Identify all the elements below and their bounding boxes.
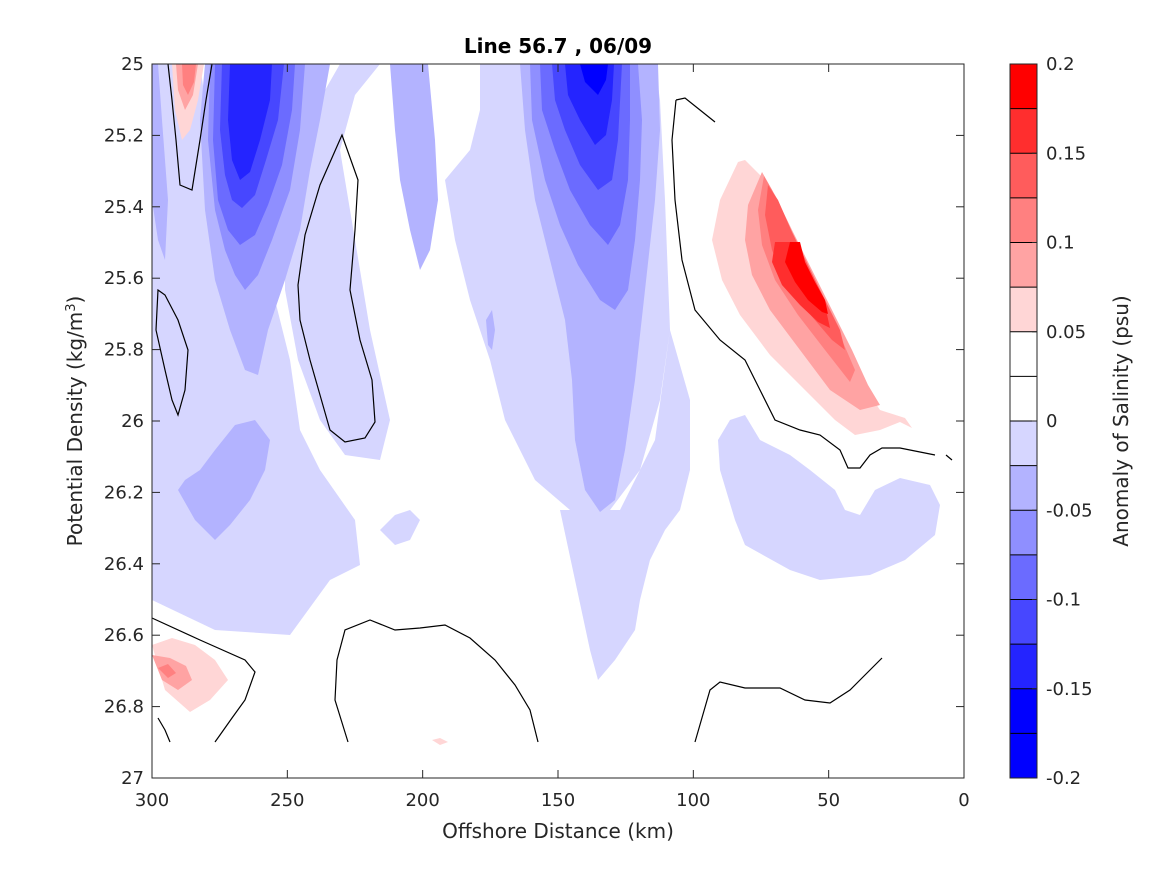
x-axis: 300 250 200 150 100 50 0 (135, 64, 970, 811)
y-axis-title-main: Potential Density (kg/m (63, 312, 87, 547)
contour-fill-minus-0.075 (208, 64, 642, 310)
zero-contour (945, 454, 953, 461)
zero-contour (671, 99, 936, 469)
x-tick-label: 0 (958, 790, 969, 811)
x-tick-label: 200 (405, 790, 439, 811)
colorbar-swatch (1010, 108, 1037, 154)
contour-region (580, 64, 608, 95)
contour-region (785, 242, 828, 314)
colorbar-swatch (1010, 510, 1037, 556)
y-tick-label: 25 (121, 54, 144, 75)
colorbar-tick-label: 0.05 (1046, 322, 1086, 343)
y-axis-title: Potential Density (kg/m3) (63, 296, 87, 547)
colorbar-swatch (1010, 331, 1037, 377)
y-axis-title-close: ) (63, 296, 87, 304)
x-tick-label: 50 (817, 790, 840, 811)
colorbar-tick-label: 0.1 (1046, 233, 1075, 254)
contour-fill-minus-0.175 (580, 64, 608, 95)
y-tick-label: 25.6 (104, 268, 144, 289)
contour-fill-plus-0.15 (785, 242, 828, 314)
colorbar-tick-label: -0.2 (1046, 768, 1081, 789)
colorbar-swatch (1010, 287, 1037, 333)
colorbar-swatch (1010, 197, 1037, 243)
y-tick-label: 25.8 (104, 340, 144, 361)
colorbar-swatch (1010, 421, 1037, 467)
y-tick-label: 26.8 (104, 697, 144, 718)
y-tick-label: 27 (121, 768, 144, 789)
colorbar-tick-label: -0.1 (1046, 590, 1081, 611)
contour-fill-plus-0.025 (152, 64, 912, 745)
y-tick-label: 25.2 (104, 125, 144, 146)
zero-contour (297, 133, 376, 443)
x-axis-title: Offshore Distance (km) (442, 819, 674, 843)
chart-title: Line 56.7 , 06/09 (464, 34, 652, 58)
x-tick-label: 150 (541, 790, 575, 811)
zero-contour-lines (152, 64, 953, 743)
x-tick-label: 100 (676, 790, 710, 811)
zero-contour (334, 619, 539, 743)
colorbar-swatch (1010, 688, 1037, 734)
colorbar-swatch (1010, 376, 1037, 422)
contour-region (152, 64, 940, 680)
contour-fill-minus-0.15 (228, 64, 614, 180)
x-tick-label: 250 (270, 790, 304, 811)
colorbar-tick-label: 0.2 (1046, 54, 1075, 75)
contour-region (228, 64, 614, 180)
zero-contour (694, 657, 883, 743)
zero-contour (152, 617, 256, 743)
y-tick-label: 25.4 (104, 197, 144, 218)
colorbar-swatch (1010, 733, 1037, 779)
contour-region (152, 64, 912, 745)
colorbar-swatch (1010, 599, 1037, 645)
colorbar (1009, 63, 1038, 779)
plot-area (151, 63, 965, 779)
colorbar-tick-label: -0.05 (1046, 500, 1093, 521)
colorbar-swatch (1010, 644, 1037, 690)
y-tick-label: 26 (121, 411, 144, 432)
colorbar-swatch (1010, 554, 1037, 600)
colorbar-swatch (1010, 242, 1037, 288)
zero-contour (167, 64, 213, 191)
colorbar-tick-label: 0 (1046, 411, 1057, 432)
colorbar-swatch (1010, 465, 1037, 511)
y-axis: 25 25.2 25.4 25.6 25.8 26 26.2 26.4 26.6 26.8 27 (104, 54, 964, 789)
colorbar-swatch (1010, 153, 1037, 199)
y-axis-title-sup: 3 (64, 303, 79, 311)
x-tick-label: 300 (135, 790, 169, 811)
zero-contour (157, 717, 171, 743)
zero-contour (675, 97, 716, 123)
colorbar-swatch (1010, 64, 1037, 110)
y-tick-label: 26.6 (104, 625, 144, 646)
colorbar-tick-label: -0.15 (1046, 679, 1093, 700)
colorbar-title: Anomaly of Salinity (psu) (1109, 295, 1133, 546)
y-tick-label: 26.2 (104, 482, 144, 503)
colorbar-tick-label: 0.15 (1046, 143, 1086, 164)
y-tick-label: 26.4 (104, 554, 144, 575)
colorbar-ticks: 0.2 0.15 0.1 0.05 0 -0.05 -0.1 -0.15 -0.2 (1032, 54, 1093, 789)
contour-region (208, 64, 642, 310)
contour-fill-minus-0.025 (152, 64, 940, 680)
zero-contour (155, 288, 189, 417)
